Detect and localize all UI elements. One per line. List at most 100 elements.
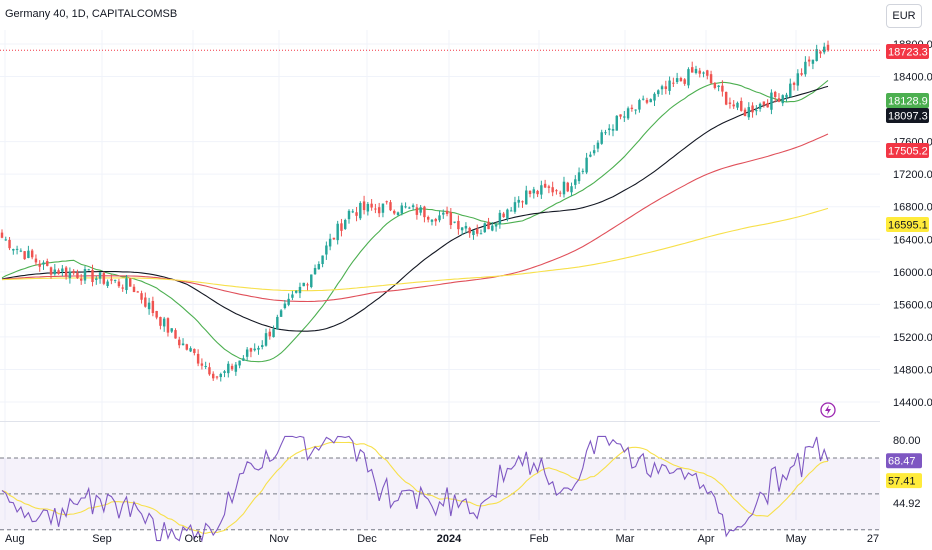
- candle-body: [332, 237, 336, 240]
- rsi-panel: [0, 457, 880, 531]
- candle-body: [596, 142, 600, 149]
- candle-body: [434, 219, 437, 222]
- candle-body: [574, 179, 577, 185]
- candle-body: [581, 170, 585, 172]
- price-tick-label: 14800.0: [893, 364, 932, 376]
- price-axis[interactable]: 18800.018400.017600.017200.016800.016400…: [893, 39, 932, 409]
- candle-body: [789, 83, 792, 98]
- candle-body: [687, 69, 690, 86]
- candle-body: [12, 249, 15, 251]
- candle-body: [83, 269, 87, 281]
- candle-body: [672, 82, 675, 84]
- candle-body: [585, 157, 588, 173]
- candle-body: [404, 206, 407, 208]
- price-badge: [886, 108, 929, 123]
- candle-body: [653, 93, 656, 101]
- price-badge-text: 18128.9: [888, 96, 928, 108]
- candle-body: [287, 298, 290, 305]
- price-tick-label: 15200.0: [893, 332, 932, 344]
- candle-body: [506, 209, 509, 219]
- currency-button[interactable]: EUR: [886, 4, 922, 28]
- candle-body: [8, 239, 11, 249]
- candle-body: [442, 212, 445, 215]
- candle-body: [491, 225, 494, 231]
- candle-body: [140, 293, 143, 300]
- candlesticks[interactable]: [0, 40, 830, 382]
- candle-body: [570, 186, 573, 193]
- candle-body: [95, 278, 98, 280]
- candle-body: [117, 281, 121, 287]
- time-tick-label: Oct: [184, 533, 201, 545]
- candle-body: [38, 263, 41, 267]
- candle-body: [355, 212, 358, 216]
- price-badge: [886, 143, 929, 158]
- candle-body: [23, 251, 26, 260]
- candle-body: [702, 72, 705, 74]
- candle-body: [408, 207, 411, 209]
- candle-body: [102, 273, 106, 284]
- candle-body: [347, 210, 351, 220]
- candle-body: [773, 91, 777, 97]
- candle-body: [706, 70, 709, 76]
- candle-body: [385, 201, 388, 203]
- candle-body: [178, 339, 181, 346]
- candle-body: [468, 227, 471, 234]
- candle-body: [302, 282, 305, 287]
- candle-body: [98, 272, 102, 279]
- candle-body: [608, 128, 611, 131]
- candle-body: [472, 230, 475, 236]
- flash-icon[interactable]: [820, 402, 836, 418]
- candle-body: [713, 82, 717, 88]
- candle-body: [419, 207, 422, 213]
- candle-body: [57, 270, 60, 274]
- candle-body: [351, 211, 354, 213]
- candle-body: [611, 129, 615, 131]
- candle-body: [811, 59, 815, 64]
- candle-body: [389, 202, 392, 211]
- panel-divider: [0, 421, 880, 422]
- candle-body: [268, 331, 272, 337]
- candle-body: [344, 219, 347, 229]
- candle-body: [151, 300, 155, 314]
- candle-body: [543, 183, 547, 188]
- candle-body: [826, 44, 830, 51]
- time-tick-label: Feb: [530, 533, 549, 545]
- price-tick-label: 18400.0: [893, 72, 932, 84]
- candle-body: [525, 190, 528, 205]
- price-badge: [886, 217, 929, 232]
- candle-body: [645, 99, 649, 103]
- price-tick-label: 16400.0: [893, 234, 932, 246]
- candle-body: [445, 210, 449, 214]
- candle-body: [464, 225, 468, 229]
- candle-body: [683, 79, 686, 84]
- candle-body: [679, 78, 683, 82]
- rsi-line: [1, 435, 829, 543]
- candle-body: [796, 73, 800, 86]
- candle-body: [698, 70, 701, 74]
- candle-body: [155, 310, 158, 318]
- candle-body: [121, 287, 124, 289]
- time-axis[interactable]: Aug Sep Oct Nov Dec 2024 Feb Mar Apr May 27: [5, 533, 879, 545]
- candle-body: [374, 208, 377, 210]
- candle-body: [649, 99, 652, 103]
- candle-body: [521, 201, 524, 203]
- price-badge: [886, 44, 929, 59]
- candle-body: [72, 270, 75, 274]
- candle-body: [42, 262, 45, 265]
- candle-body: [223, 371, 226, 373]
- candle-body: [64, 267, 68, 277]
- ma-line: [1, 85, 829, 332]
- candle-body: [325, 245, 328, 255]
- candle-body: [215, 376, 219, 378]
- candle-body: [328, 238, 332, 247]
- candle-body: [781, 95, 784, 104]
- candle-body: [110, 279, 113, 281]
- candle-body: [238, 360, 241, 366]
- candle-body: [792, 82, 796, 85]
- candle-body: [242, 358, 245, 361]
- candle-body: [276, 316, 279, 330]
- rsi-badge-text: 68.47: [888, 456, 916, 468]
- time-tick-label: May: [786, 533, 807, 545]
